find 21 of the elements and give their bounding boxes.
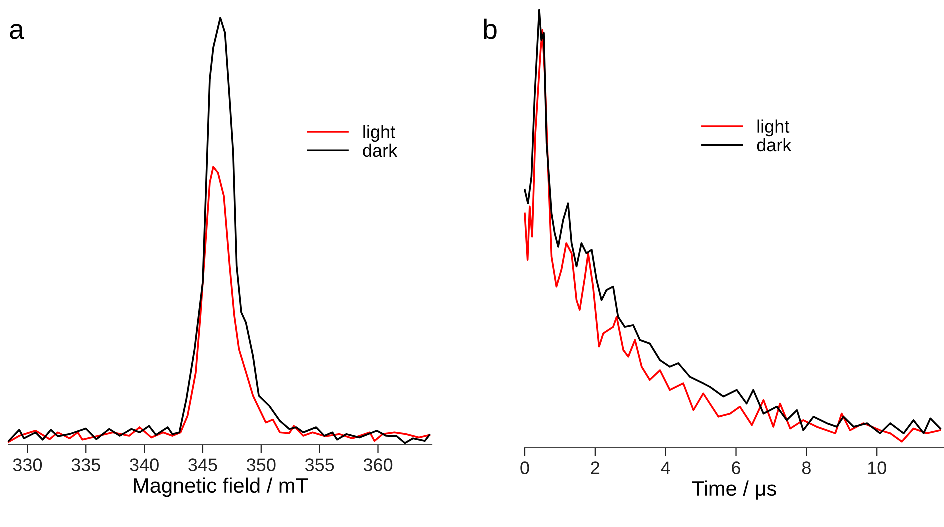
x-tick-label: 340	[130, 458, 159, 472]
x-axis-title: Magnetic field / mT	[134, 478, 308, 498]
legend-label: light	[758, 120, 790, 137]
x-tick-label: 2	[591, 462, 600, 474]
x-tick-label: 335	[72, 458, 100, 472]
x-tick-label: 350	[247, 458, 276, 472]
chart-title: a	[10, 24, 24, 40]
x-tick-label: 6	[732, 462, 740, 474]
chart-title: b	[484, 18, 497, 40]
x-tick-label: 355	[305, 458, 334, 472]
x-axis-title: Time / μs	[692, 480, 776, 500]
legend-label: dark	[757, 138, 792, 152]
legend-label: light	[364, 125, 396, 142]
legend-label: dark	[363, 144, 398, 158]
x-tick-label: 330	[13, 458, 42, 472]
x-tick-label: 345	[188, 458, 218, 472]
x-tick-label: 0	[520, 462, 530, 474]
x-tick-label: 4	[661, 462, 670, 474]
x-tick-label: 8	[802, 462, 811, 474]
x-tick-label: 360	[364, 458, 393, 472]
x-tick-label: 10	[868, 462, 886, 474]
